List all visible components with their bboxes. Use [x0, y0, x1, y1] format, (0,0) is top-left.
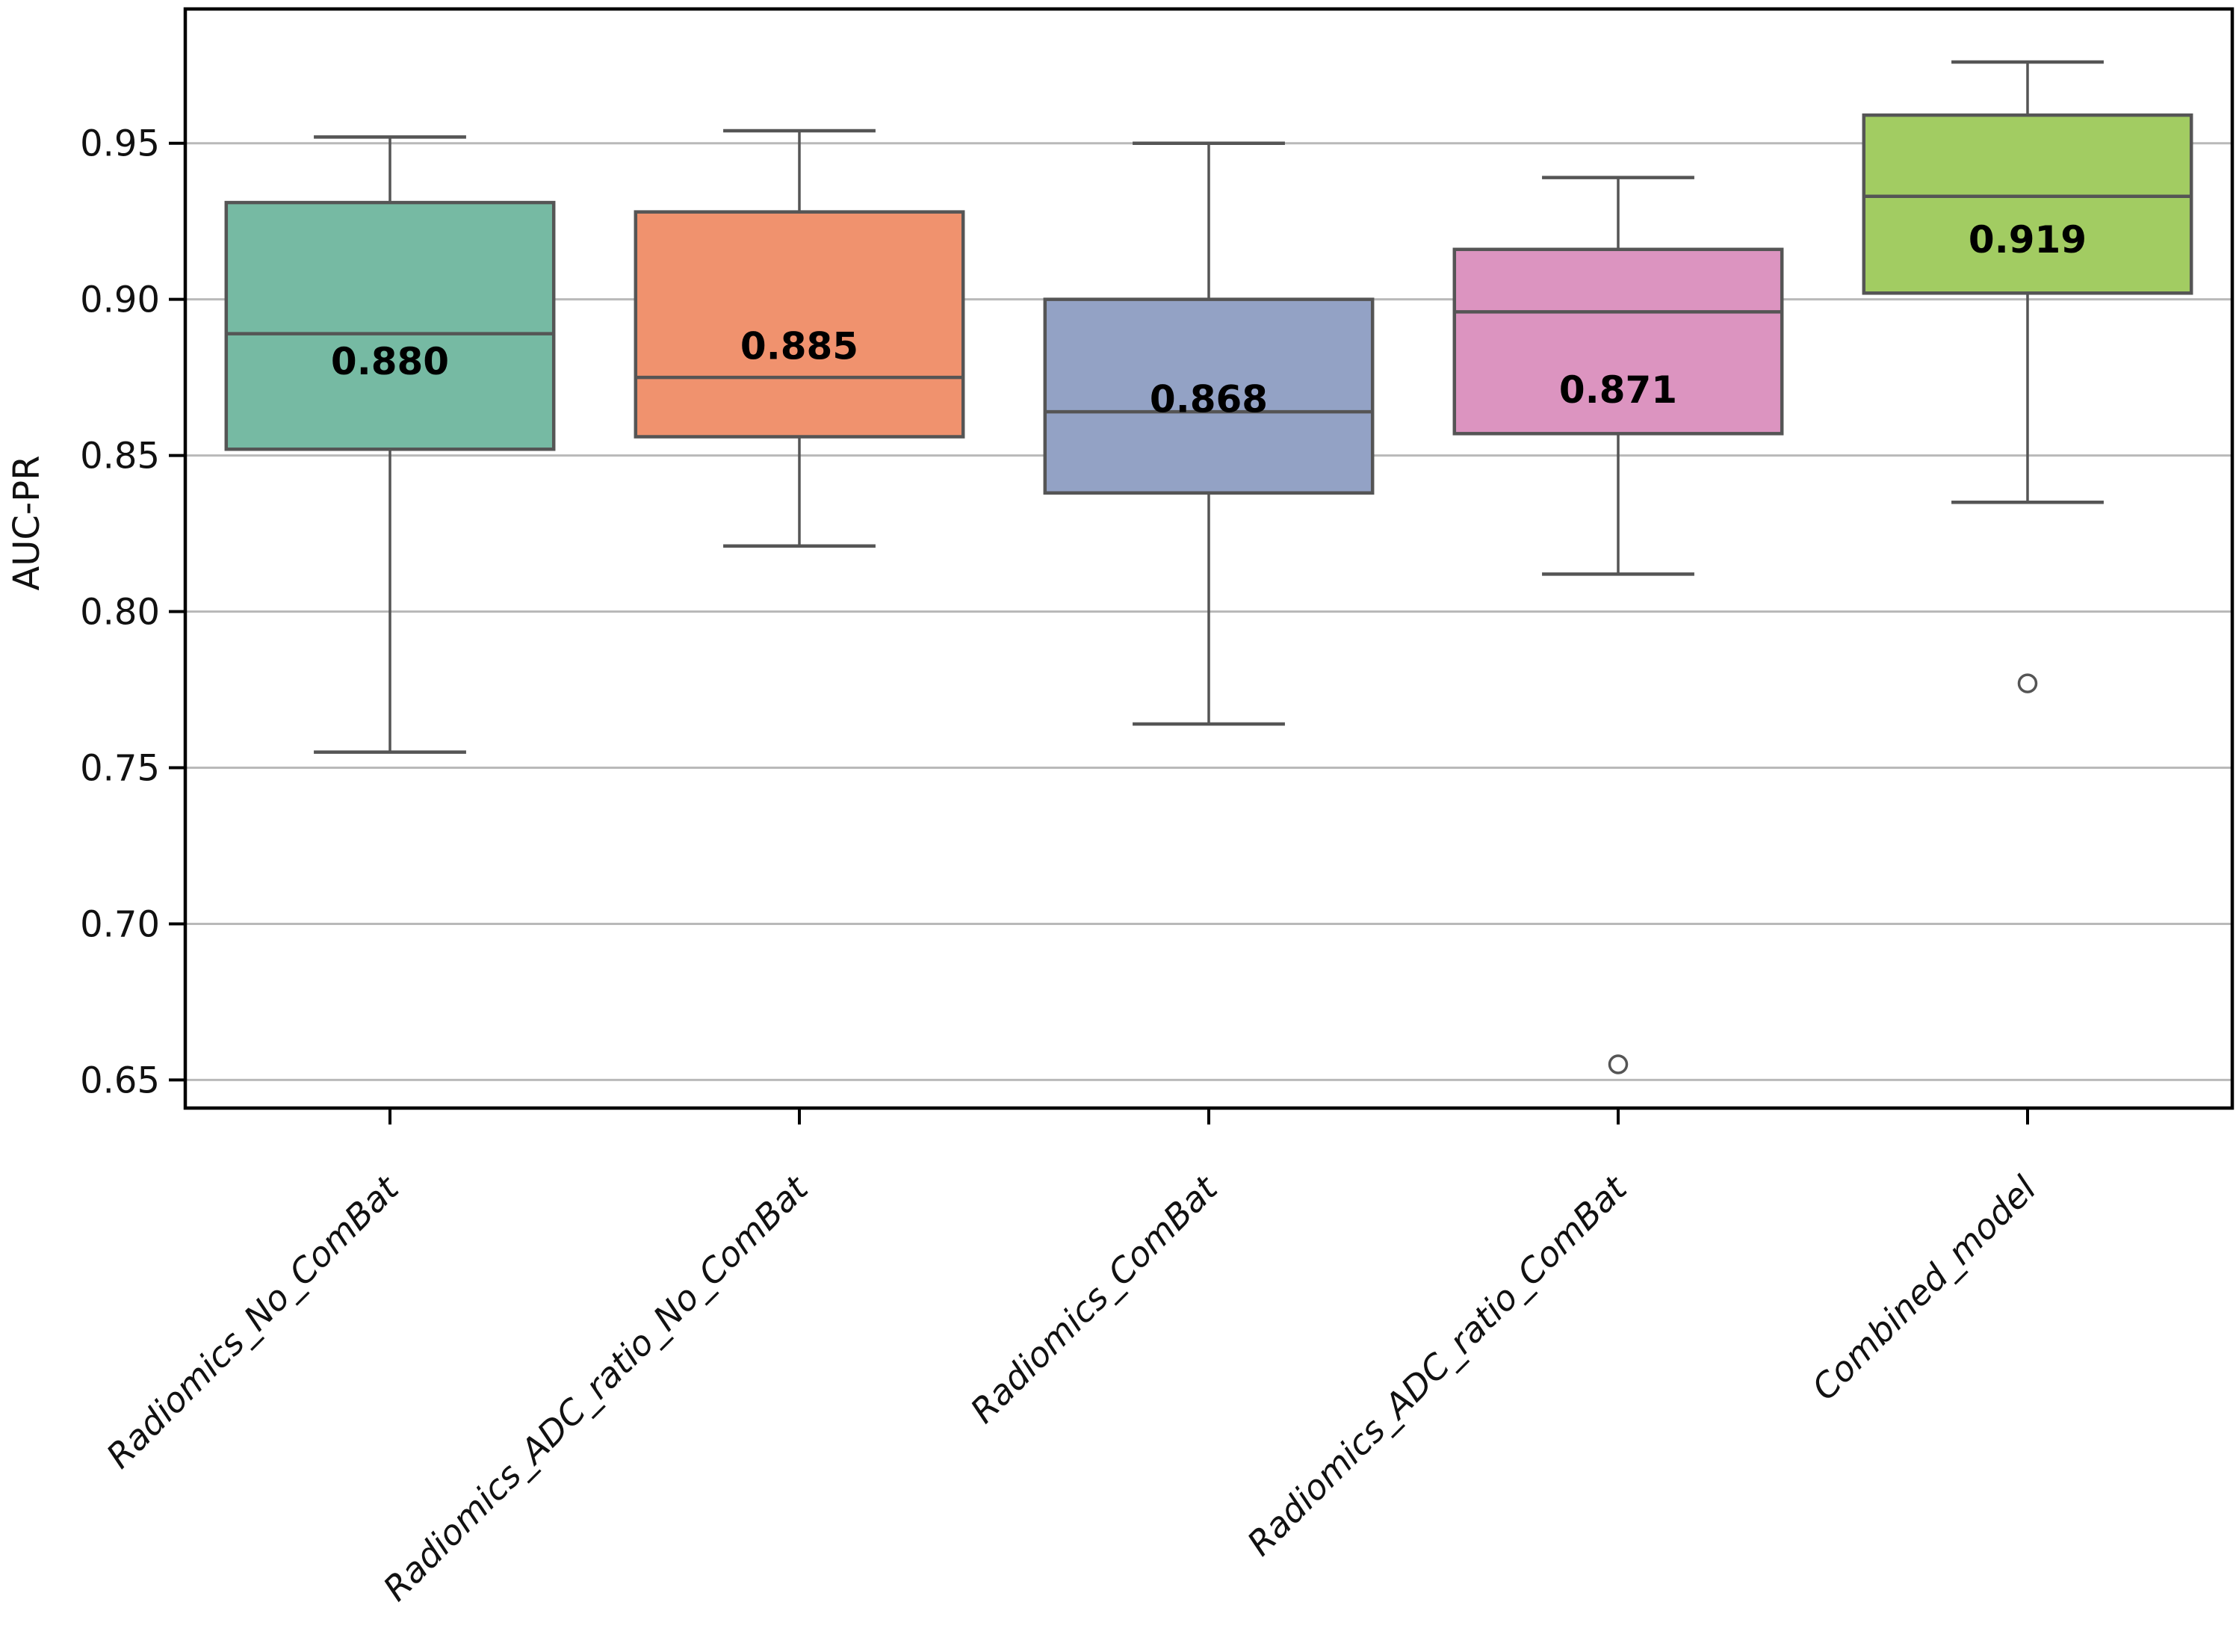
mean-label: 0.871 [1559, 368, 1677, 412]
y-tick-label: 0.80 [80, 592, 160, 634]
mean-label: 0.919 [1969, 218, 2087, 262]
y-tick-label: 0.95 [80, 123, 160, 165]
box-rect [1043, 297, 1375, 495]
y-tick-label: 0.90 [80, 279, 160, 321]
x-tick-label: Radiomics_No_ComBat [99, 1167, 407, 1476]
outlier-point [1608, 1054, 1629, 1074]
y-tick-label: 0.70 [80, 903, 160, 945]
box-rect [1862, 113, 2193, 295]
mean-label: 0.868 [1150, 377, 1268, 421]
box-rect [634, 210, 965, 439]
y-tick-label: 0.65 [80, 1059, 160, 1101]
mean-label: 0.880 [331, 340, 449, 383]
x-tick-label: Radiomics_ADC_ratio_ComBat [1239, 1167, 1635, 1563]
plot-border [183, 7, 2235, 1110]
box-rect [1452, 247, 1784, 436]
x-tick-label: Radiomics_ADC_ratio_No_ComBat [375, 1167, 817, 1609]
box-rect [224, 200, 556, 451]
y-tick-label: 0.85 [80, 436, 160, 477]
y-tick-label: 0.75 [80, 747, 160, 789]
x-tick-label: Combined_model [1804, 1168, 2044, 1408]
x-tick-label: Radiomics_ComBat [962, 1167, 1226, 1431]
y-axis-label: AUC-PR [6, 455, 48, 590]
mean-label: 0.885 [740, 324, 858, 368]
outlier-point [2017, 673, 2038, 693]
